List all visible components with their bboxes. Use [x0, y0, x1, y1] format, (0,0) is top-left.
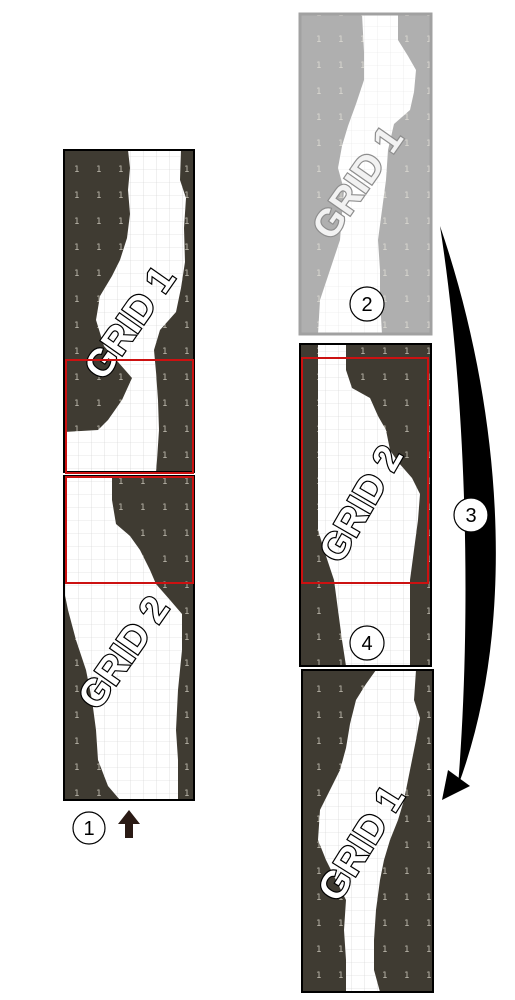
- right-strip-grid-1-ghost: [298, 12, 433, 336]
- step-4-marker: 4: [349, 625, 385, 661]
- overlap-box-grid-2: [65, 476, 194, 584]
- step-circle: [72, 811, 106, 845]
- right-strip-grid-1: GRID 1: [301, 669, 434, 993]
- strip-border: [301, 669, 434, 993]
- step-number: 2: [361, 294, 372, 316]
- step-circle: [349, 625, 385, 661]
- step-circle: [349, 286, 385, 322]
- step-circle: [453, 497, 489, 533]
- step-2-marker: 2: [349, 286, 385, 322]
- overlap-box-grid-1: [65, 359, 194, 474]
- strip-border: [299, 343, 432, 667]
- step-3-marker: 3: [453, 497, 489, 533]
- left-strip-grid-1: GRID 1: [63, 149, 195, 473]
- right-strip-grid-2: GRID 2: [299, 343, 432, 667]
- overlap-box-grid-2: [301, 357, 429, 584]
- step-1-marker: 1: [72, 811, 106, 845]
- step-number: 1: [83, 818, 94, 840]
- strip-border: [298, 12, 433, 336]
- left-strip-grid-2: GRID 2: [63, 475, 195, 801]
- step-number: 4: [361, 633, 372, 655]
- up-arrow-icon: [118, 810, 140, 838]
- step-number: 3: [465, 505, 476, 527]
